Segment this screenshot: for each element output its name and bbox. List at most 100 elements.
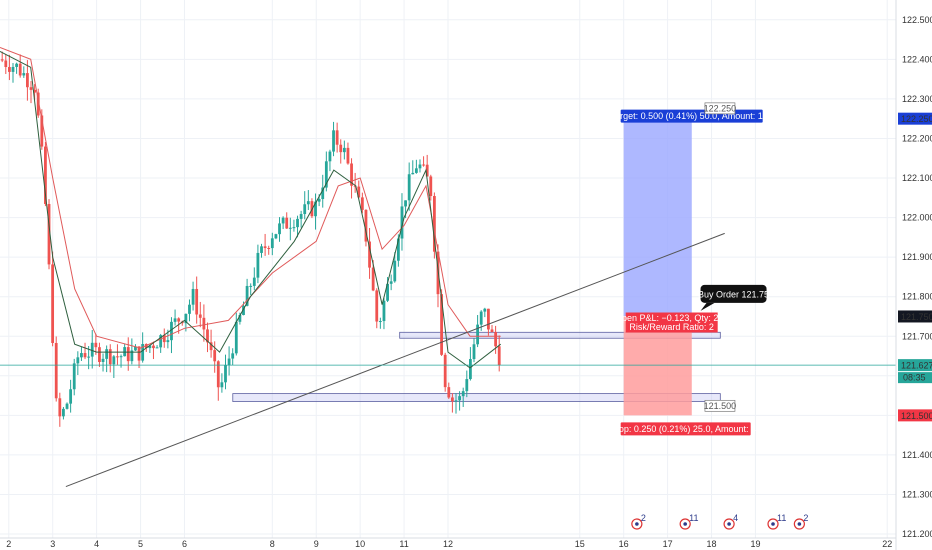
candle-body [18, 63, 22, 76]
y-tick-label: 121.800 [902, 292, 932, 302]
y-tick-label: 121.700 [902, 331, 932, 341]
candle-body [346, 147, 350, 164]
candle-body [198, 314, 202, 318]
x-tick-label: 19 [750, 539, 760, 549]
x-tick-label: 12 [443, 539, 453, 549]
x-tick-label: 15 [575, 539, 585, 549]
long-position-tool[interactable] [623, 118, 692, 416]
buy-order-bg [700, 284, 767, 303]
candle-body [440, 294, 443, 355]
candle-body [137, 346, 141, 361]
candle-body [94, 342, 98, 348]
candle-body [414, 168, 418, 173]
x-tick-label: 2 [6, 539, 11, 549]
x-axis: 2 3 4 5 6 8 9 10 11 12 15 16 17 18 19 22 [0, 537, 896, 549]
candle-body [260, 246, 263, 253]
candle-body [332, 130, 335, 152]
candle-body [47, 203, 51, 265]
candle-body [324, 161, 328, 188]
candle-body [396, 238, 400, 261]
y-tick-label: 121.900 [902, 252, 932, 262]
candle-body [152, 345, 155, 349]
x-tick-label: 10 [355, 539, 365, 549]
candle-body [497, 346, 501, 366]
candle-body [134, 346, 137, 351]
candle-body [119, 356, 123, 358]
event-marker-count: 4 [733, 513, 738, 523]
candle-body [195, 288, 199, 315]
candle-body [407, 174, 411, 201]
candle-body [256, 252, 260, 278]
candle-body [469, 359, 472, 380]
candle-body [166, 340, 170, 343]
candle-body [494, 332, 498, 347]
trendline [65, 232, 725, 488]
axis-tag-stop: 121.500 [901, 411, 932, 421]
candle-body [472, 344, 476, 360]
event-marker-count: 11 [689, 513, 698, 523]
candle-body [458, 396, 461, 401]
candle-body [450, 397, 454, 402]
axis-tag-countdown-bg [898, 372, 932, 384]
candle-body [40, 115, 44, 147]
candle-body [216, 361, 220, 388]
candle-body [411, 172, 415, 175]
y-tick-label: 122.500 [902, 15, 932, 25]
candle-body [249, 285, 253, 287]
axis-tag-target: 122.250 [901, 114, 932, 124]
candle-body [400, 206, 404, 239]
candle-body [191, 288, 195, 305]
candle-body [371, 267, 375, 291]
candle-body [69, 389, 73, 404]
candle-body [7, 67, 11, 72]
candle-body [461, 391, 465, 397]
event-markers[interactable]: 2 11 4 11 2 [631, 513, 809, 530]
moving-average-1 [0, 47, 501, 349]
candle-body [188, 304, 191, 314]
stop-zone [623, 316, 692, 416]
y-axis: 122.500 122.400 122.300 122.200 122.100 122.0… [895, 0, 932, 550]
candle-body [44, 146, 47, 204]
candle-body [263, 246, 267, 249]
candle-body [224, 365, 227, 383]
x-tick-label: 18 [707, 539, 717, 549]
candle-body [382, 300, 386, 322]
candle-body [353, 185, 357, 187]
candle-body [105, 349, 109, 359]
candle-body [54, 342, 58, 399]
x-tick-label: 11 [399, 539, 408, 549]
candle-body [479, 311, 483, 325]
moving-averages [0, 47, 502, 369]
candle-body [80, 353, 83, 358]
target-tag-bg [704, 102, 736, 115]
candle-body [65, 403, 69, 409]
candle-body [270, 238, 274, 249]
event-marker-dot [727, 522, 731, 526]
event-marker-count: 11 [777, 513, 786, 523]
candle-body [404, 200, 407, 207]
x-tick-label: 9 [314, 539, 319, 549]
candle-body [306, 201, 310, 205]
candle-body [299, 214, 303, 219]
event-marker-count: 2 [803, 513, 808, 523]
candle-body [418, 164, 422, 169]
moving-average-2 [0, 50, 502, 369]
target-label: Target: 0.500 (0.41%) 50.0, Amount: 120 [611, 111, 773, 121]
candle-body [58, 398, 62, 417]
candle-body [364, 209, 368, 242]
price-zone-rect [232, 393, 721, 402]
candle-body [126, 347, 130, 362]
buy-order-label: Buy Order 121.75 [698, 289, 769, 299]
candle-body [98, 347, 101, 362]
candle-body [281, 217, 285, 224]
trendline-group[interactable] [0, 232, 896, 488]
candle-body [29, 87, 33, 90]
support-zones[interactable] [232, 331, 721, 402]
axis-tag-countdown: 08:35 [903, 373, 926, 383]
candle-body [202, 317, 206, 330]
candle-body [173, 318, 177, 322]
price-zone-rect [399, 331, 721, 339]
candle-body [443, 354, 447, 388]
candle-body [242, 305, 245, 316]
